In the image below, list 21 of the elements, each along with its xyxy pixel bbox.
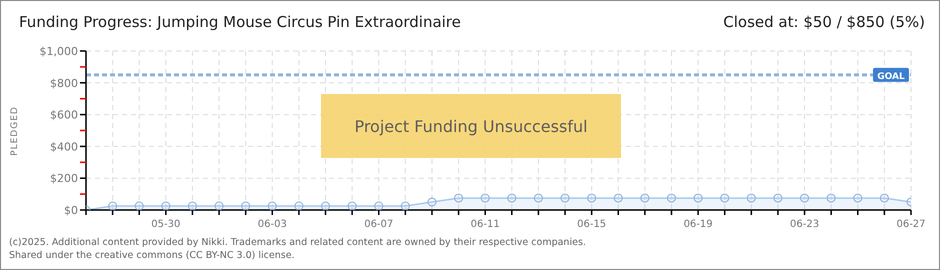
y-tick-label: $0 bbox=[64, 204, 78, 217]
text: Shared under the creative commons (CC BY-NC 3.0) license. bbox=[9, 250, 295, 261]
y-tick-label: $800 bbox=[50, 76, 78, 90]
text: (c)2025. Additional content provided by Nikki. Trademarks and related content are owned by their respective companies. bbox=[9, 237, 586, 248]
ref-line-label: GOAL bbox=[877, 72, 906, 82]
x-tick-label: 06-15 bbox=[577, 219, 606, 230]
x-tick-label: 06-07 bbox=[364, 219, 394, 230]
y-tick-label: $1,000 bbox=[40, 45, 78, 58]
y-tick-label: $400 bbox=[50, 140, 78, 154]
x-tick-label: 06-27 bbox=[896, 219, 926, 230]
x-tick-label: 06-19 bbox=[684, 219, 713, 230]
x-tick-label: 06-11 bbox=[470, 219, 500, 230]
chart-subtitle: Closed at: $50 / $850 (5%) bbox=[723, 13, 925, 31]
notice-box: Project Funding Unsuccessful bbox=[321, 94, 621, 158]
y-tick-label: $600 bbox=[50, 108, 78, 122]
x-tick-label: 06-23 bbox=[790, 219, 820, 230]
chart-title: Funding Progress: Jumping Mouse Circus Pin Extraordinaire bbox=[19, 13, 461, 31]
x-tick-label: 06-03 bbox=[258, 219, 287, 230]
y-axis-title: PLEDGED bbox=[10, 106, 20, 156]
y-tick-label: $200 bbox=[50, 172, 78, 186]
x-tick-label: 05-30 bbox=[151, 219, 180, 230]
